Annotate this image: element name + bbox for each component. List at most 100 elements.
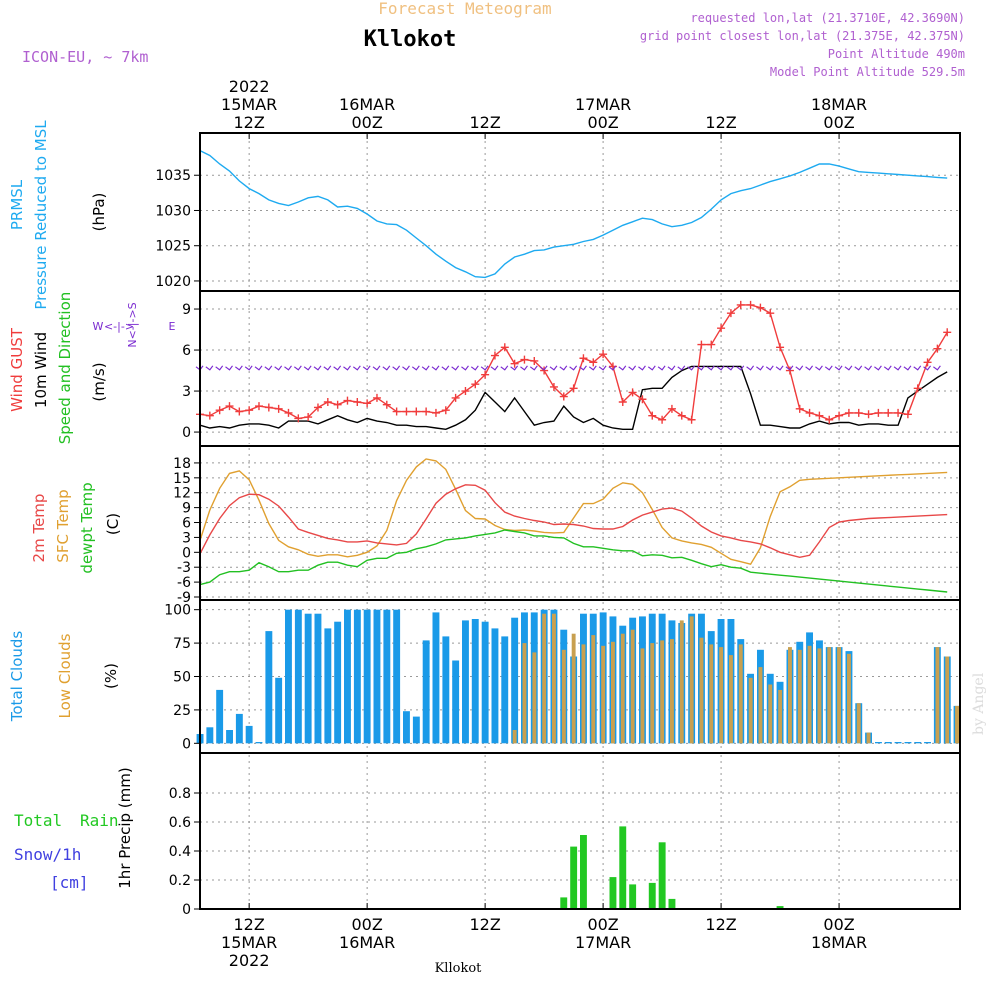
total-cloud-bar [245, 725, 253, 744]
dewpt-label: dewpt Temp [78, 482, 96, 573]
wind-arrow [854, 365, 863, 371]
dewpt-line [199, 529, 948, 593]
wind-arrow [510, 365, 519, 371]
wind-arrow [864, 365, 873, 371]
plot-frame [199, 132, 961, 910]
wind-arrow [284, 365, 292, 371]
wind-arrow [628, 365, 637, 371]
low-cloud-bar [945, 656, 950, 744]
wind-arrow [234, 365, 243, 371]
gust-marker [687, 415, 696, 424]
gust-marker [677, 411, 686, 420]
total-cloud-bar [275, 677, 283, 744]
low-cloud-bar [670, 639, 674, 744]
wind-unit: (m/s) [90, 362, 108, 401]
y-tick-label: 3 [182, 530, 191, 546]
wind-arrow [667, 365, 676, 371]
gust-marker [894, 408, 903, 417]
top-time-label: 12Z [705, 113, 736, 132]
total-cloud-bar [383, 609, 391, 744]
wind-arrow [657, 365, 666, 371]
wind-arrow [313, 365, 322, 371]
gust-marker [235, 407, 244, 416]
wind-line [199, 365, 948, 431]
total-cloud-bar [235, 713, 243, 744]
wind-arrow [579, 365, 587, 371]
y-tick-label: 0.2 [169, 873, 191, 889]
gust-marker [215, 406, 224, 415]
wind-arrow [756, 365, 764, 371]
low-cloud-bar [532, 652, 537, 744]
gust-marker [205, 411, 214, 420]
wind-arrow [431, 365, 440, 371]
wind-arrow [706, 365, 715, 371]
total-cloud-bar [481, 621, 489, 744]
wind-arrow [362, 365, 371, 371]
top-time-label: 15MAR [221, 95, 277, 114]
total-cloud-bar [285, 609, 292, 744]
gust-marker [402, 407, 411, 416]
top-time-label: 00Z [587, 113, 618, 132]
wind-arrow [303, 365, 312, 371]
y-tick-label: 75 [173, 636, 191, 652]
rain-bar [570, 846, 578, 909]
gust-marker [245, 406, 254, 415]
bottom-time-label: 17MAR [575, 933, 631, 952]
precip-label: 1hr Precip (mm) [116, 767, 134, 888]
gust-marker [776, 343, 785, 352]
y-tick-label: 3 [182, 384, 191, 400]
footer-location: Kllokot [435, 961, 483, 976]
low-cloud-bar [689, 616, 694, 744]
total-cloud-bar [265, 631, 273, 744]
sfc-temp-line [199, 458, 948, 566]
total-cloud-bar [904, 742, 912, 744]
gust-marker [304, 413, 313, 422]
gust-marker [844, 408, 853, 417]
wind-arrow [441, 365, 450, 371]
y-tick-label: 25 [173, 703, 191, 719]
wind-arrow [805, 365, 814, 371]
wind-arrow [687, 365, 696, 371]
low-cloud-bar [797, 649, 802, 744]
gust-marker [746, 300, 755, 309]
top-time-label: 12Z [233, 113, 264, 132]
gust-marker [884, 408, 893, 417]
bottom-time-label: 00Z [823, 915, 854, 934]
total-cloud-bar [924, 742, 931, 744]
rain-bar [619, 826, 627, 909]
wind-arrow [903, 365, 912, 371]
y-tick-label: 6 [182, 343, 191, 359]
wind-arrow [461, 365, 469, 371]
gust-marker [530, 356, 539, 365]
gust-marker [825, 415, 834, 424]
wind-arrow [569, 365, 578, 371]
low-cloud-bar [847, 653, 851, 744]
top-time-label: 12Z [469, 113, 500, 132]
rain-bar [658, 842, 666, 909]
low-cloud-bar [679, 620, 684, 744]
gust-marker [510, 359, 519, 368]
wind-arrow [815, 365, 823, 371]
gust-marker [471, 380, 480, 389]
total-cloud-bar [914, 742, 922, 744]
wind-arrow [323, 365, 332, 371]
gust-marker [864, 410, 873, 419]
y-tick-label: 0 [182, 425, 191, 441]
low-cloud-bar [601, 645, 606, 744]
gust-marker [274, 404, 283, 413]
compass-w: W [93, 320, 104, 333]
gust-marker [638, 395, 647, 404]
wind-arrow [785, 365, 794, 371]
low-cloud-bar [758, 667, 763, 744]
low-cloud-bar [620, 633, 625, 744]
gust-label: Wind GUST [8, 327, 26, 412]
legend-rain: Rain [80, 811, 119, 830]
y-tick-label: 1020 [155, 274, 191, 290]
wind-arrow [913, 365, 922, 371]
gust-marker [628, 388, 637, 397]
low-cloud-bar [856, 703, 861, 744]
gust-marker [903, 410, 912, 419]
low-cloud-bar [640, 648, 645, 744]
rain-bar [580, 835, 587, 909]
y-tick-label: 1025 [155, 239, 191, 255]
